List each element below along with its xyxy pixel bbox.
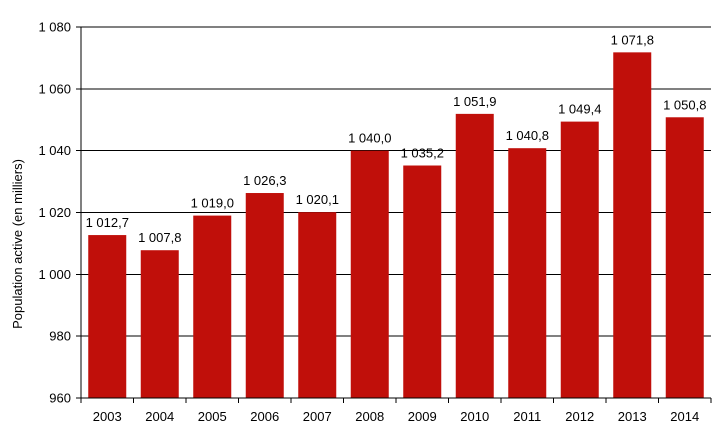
bar-2004 xyxy=(140,250,179,398)
axes xyxy=(76,26,712,403)
data-label: 1 049,4 xyxy=(558,102,601,117)
data-label: 1 012,7 xyxy=(86,215,129,230)
data-label: 1 071,8 xyxy=(611,32,654,47)
x-tick-label: 2012 xyxy=(565,409,594,424)
x-tick-label: 2007 xyxy=(303,409,332,424)
bar-2007 xyxy=(298,212,337,398)
y-tick-label: 1 000 xyxy=(38,267,71,282)
data-label: 1 050,8 xyxy=(663,97,706,112)
data-label: 1 051,9 xyxy=(453,94,496,109)
y-tick-label: 960 xyxy=(49,391,71,406)
x-tick-label: 2005 xyxy=(198,409,227,424)
data-label: 1 020,1 xyxy=(296,192,339,207)
x-tick-label: 2006 xyxy=(250,409,279,424)
x-tick-labels: 2003 2004 2005 2006 2007 2008 2009 2010 2011 2012… xyxy=(93,409,699,424)
x-tick-label: 2008 xyxy=(355,409,384,424)
bar-2008 xyxy=(350,150,389,398)
data-labels: 1 012,7 1 007,8 1 019,0 1 026,3 1 020,1 1 040… xyxy=(86,32,707,245)
bar-2011 xyxy=(508,148,547,398)
gridlines xyxy=(81,26,711,337)
y-tick-label: 980 xyxy=(49,329,71,344)
x-tick-label: 2013 xyxy=(618,409,647,424)
bars xyxy=(88,52,704,399)
x-tick-label: 2010 xyxy=(460,409,489,424)
x-tick-label: 2004 xyxy=(145,409,174,424)
x-tick-label: 2009 xyxy=(408,409,437,424)
bar-2006 xyxy=(245,193,284,398)
y-tick-labels: 960 980 1 000 1 020 1 040 1 060 1 080 xyxy=(38,20,71,406)
data-label: 1 026,3 xyxy=(243,173,286,188)
data-label: 1 035,2 xyxy=(401,146,444,161)
x-tick-label: 2014 xyxy=(670,409,699,424)
bar-2003 xyxy=(88,235,127,398)
data-label: 1 007,8 xyxy=(138,230,181,245)
x-tick-label: 2003 xyxy=(93,409,122,424)
bar-2014 xyxy=(665,117,704,398)
data-label: 1 040,0 xyxy=(348,131,391,146)
bar-2013 xyxy=(613,52,652,399)
bar-2010 xyxy=(455,113,494,399)
y-tick-label: 1 080 xyxy=(38,20,71,35)
bar-2005 xyxy=(193,215,232,398)
bar-2012 xyxy=(560,121,599,398)
y-axis-label: Population active (en milliers) xyxy=(10,159,25,329)
data-label: 1 040,8 xyxy=(506,128,549,143)
x-tick-label: 2011 xyxy=(513,409,541,424)
bar-2009 xyxy=(403,165,442,398)
y-tick-label: 1 020 xyxy=(38,205,71,220)
y-tick-label: 1 060 xyxy=(38,81,71,96)
data-label: 1 019,0 xyxy=(191,196,234,211)
y-tick-label: 1 040 xyxy=(38,143,71,158)
